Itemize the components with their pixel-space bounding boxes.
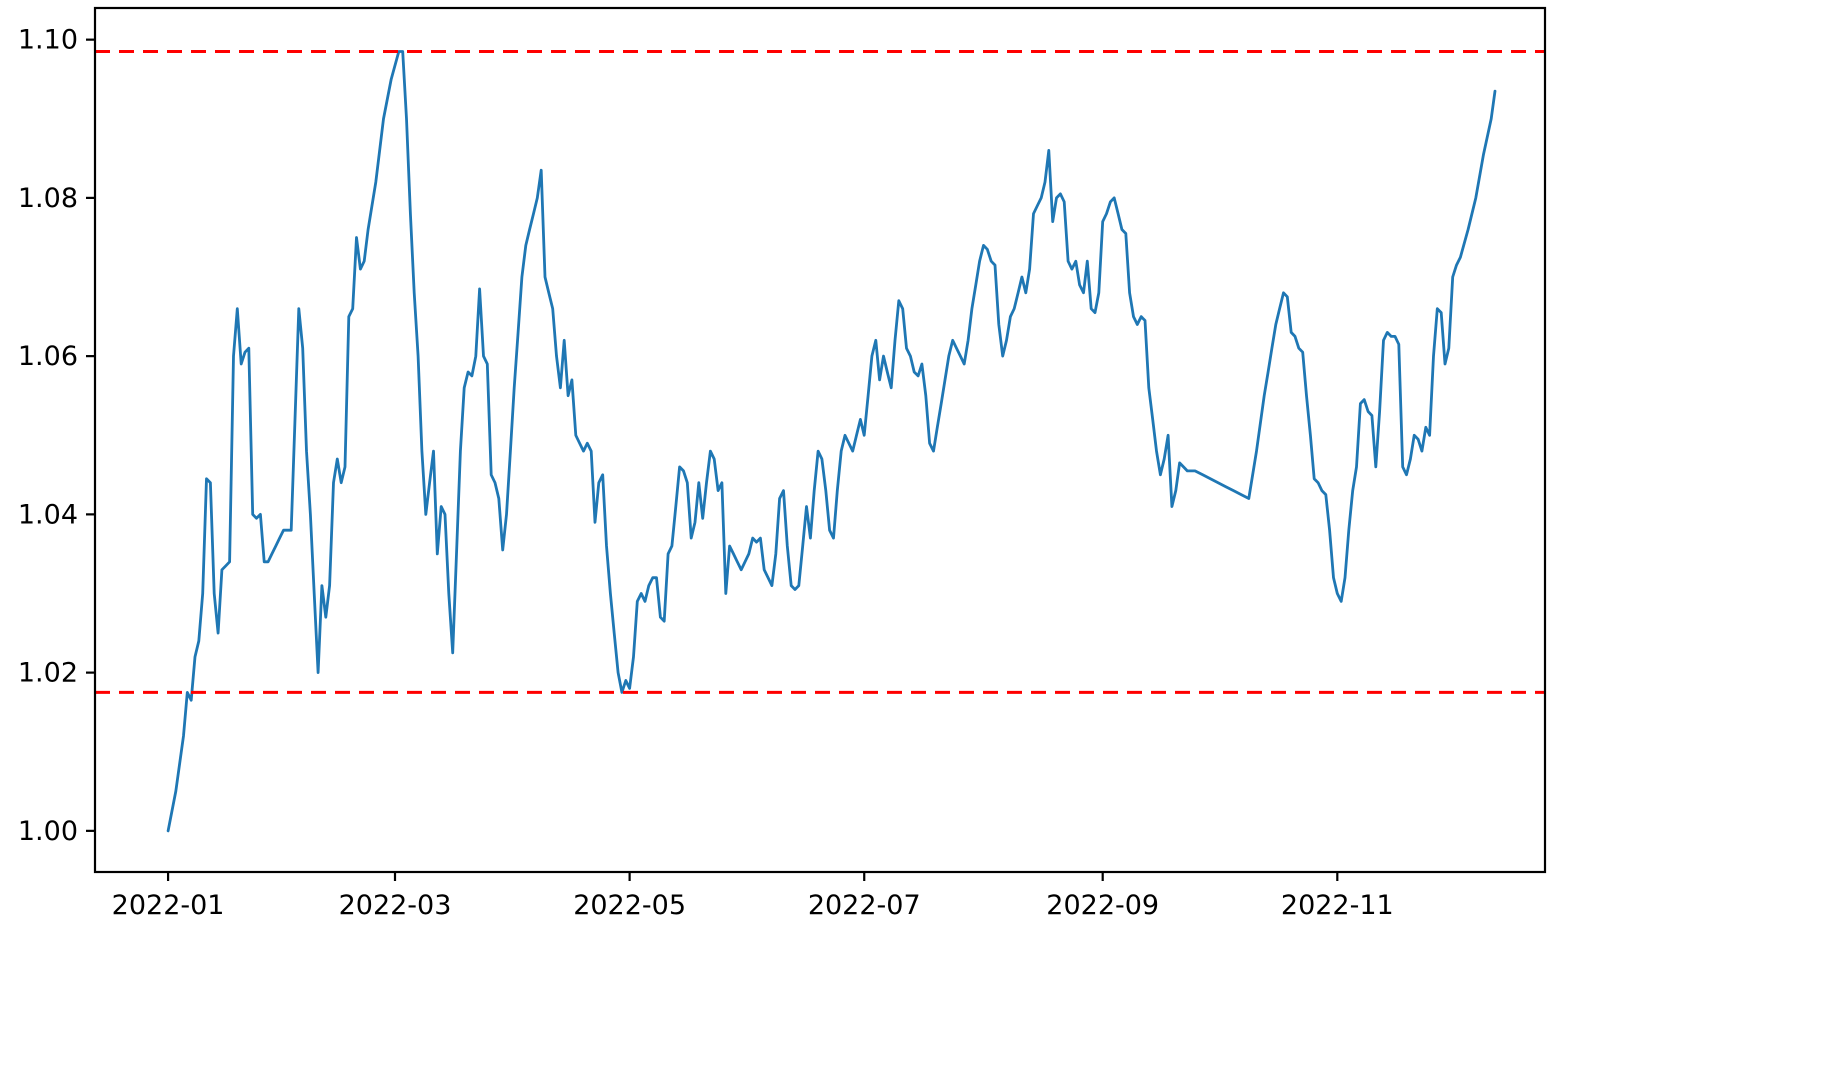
x-tick-label: 2022-05 bbox=[573, 890, 686, 921]
y-tick-label: 1.04 bbox=[18, 499, 78, 530]
y-tick-label: 1.08 bbox=[18, 183, 78, 214]
x-tick-label: 2022-01 bbox=[112, 890, 225, 921]
y-tick-label: 1.06 bbox=[18, 341, 78, 372]
y-tick-label: 1.02 bbox=[18, 658, 78, 689]
x-tick-label: 2022-07 bbox=[808, 890, 921, 921]
y-tick-label: 1.10 bbox=[18, 25, 78, 56]
x-tick-label: 2022-09 bbox=[1046, 890, 1159, 921]
y-tick-label: 1.00 bbox=[18, 816, 78, 847]
axes-spines bbox=[93, 6, 1547, 874]
data-series-line bbox=[166, 50, 1497, 833]
x-tick-label: 2022-03 bbox=[339, 890, 452, 921]
x-tick-label: 2022-11 bbox=[1281, 890, 1394, 921]
